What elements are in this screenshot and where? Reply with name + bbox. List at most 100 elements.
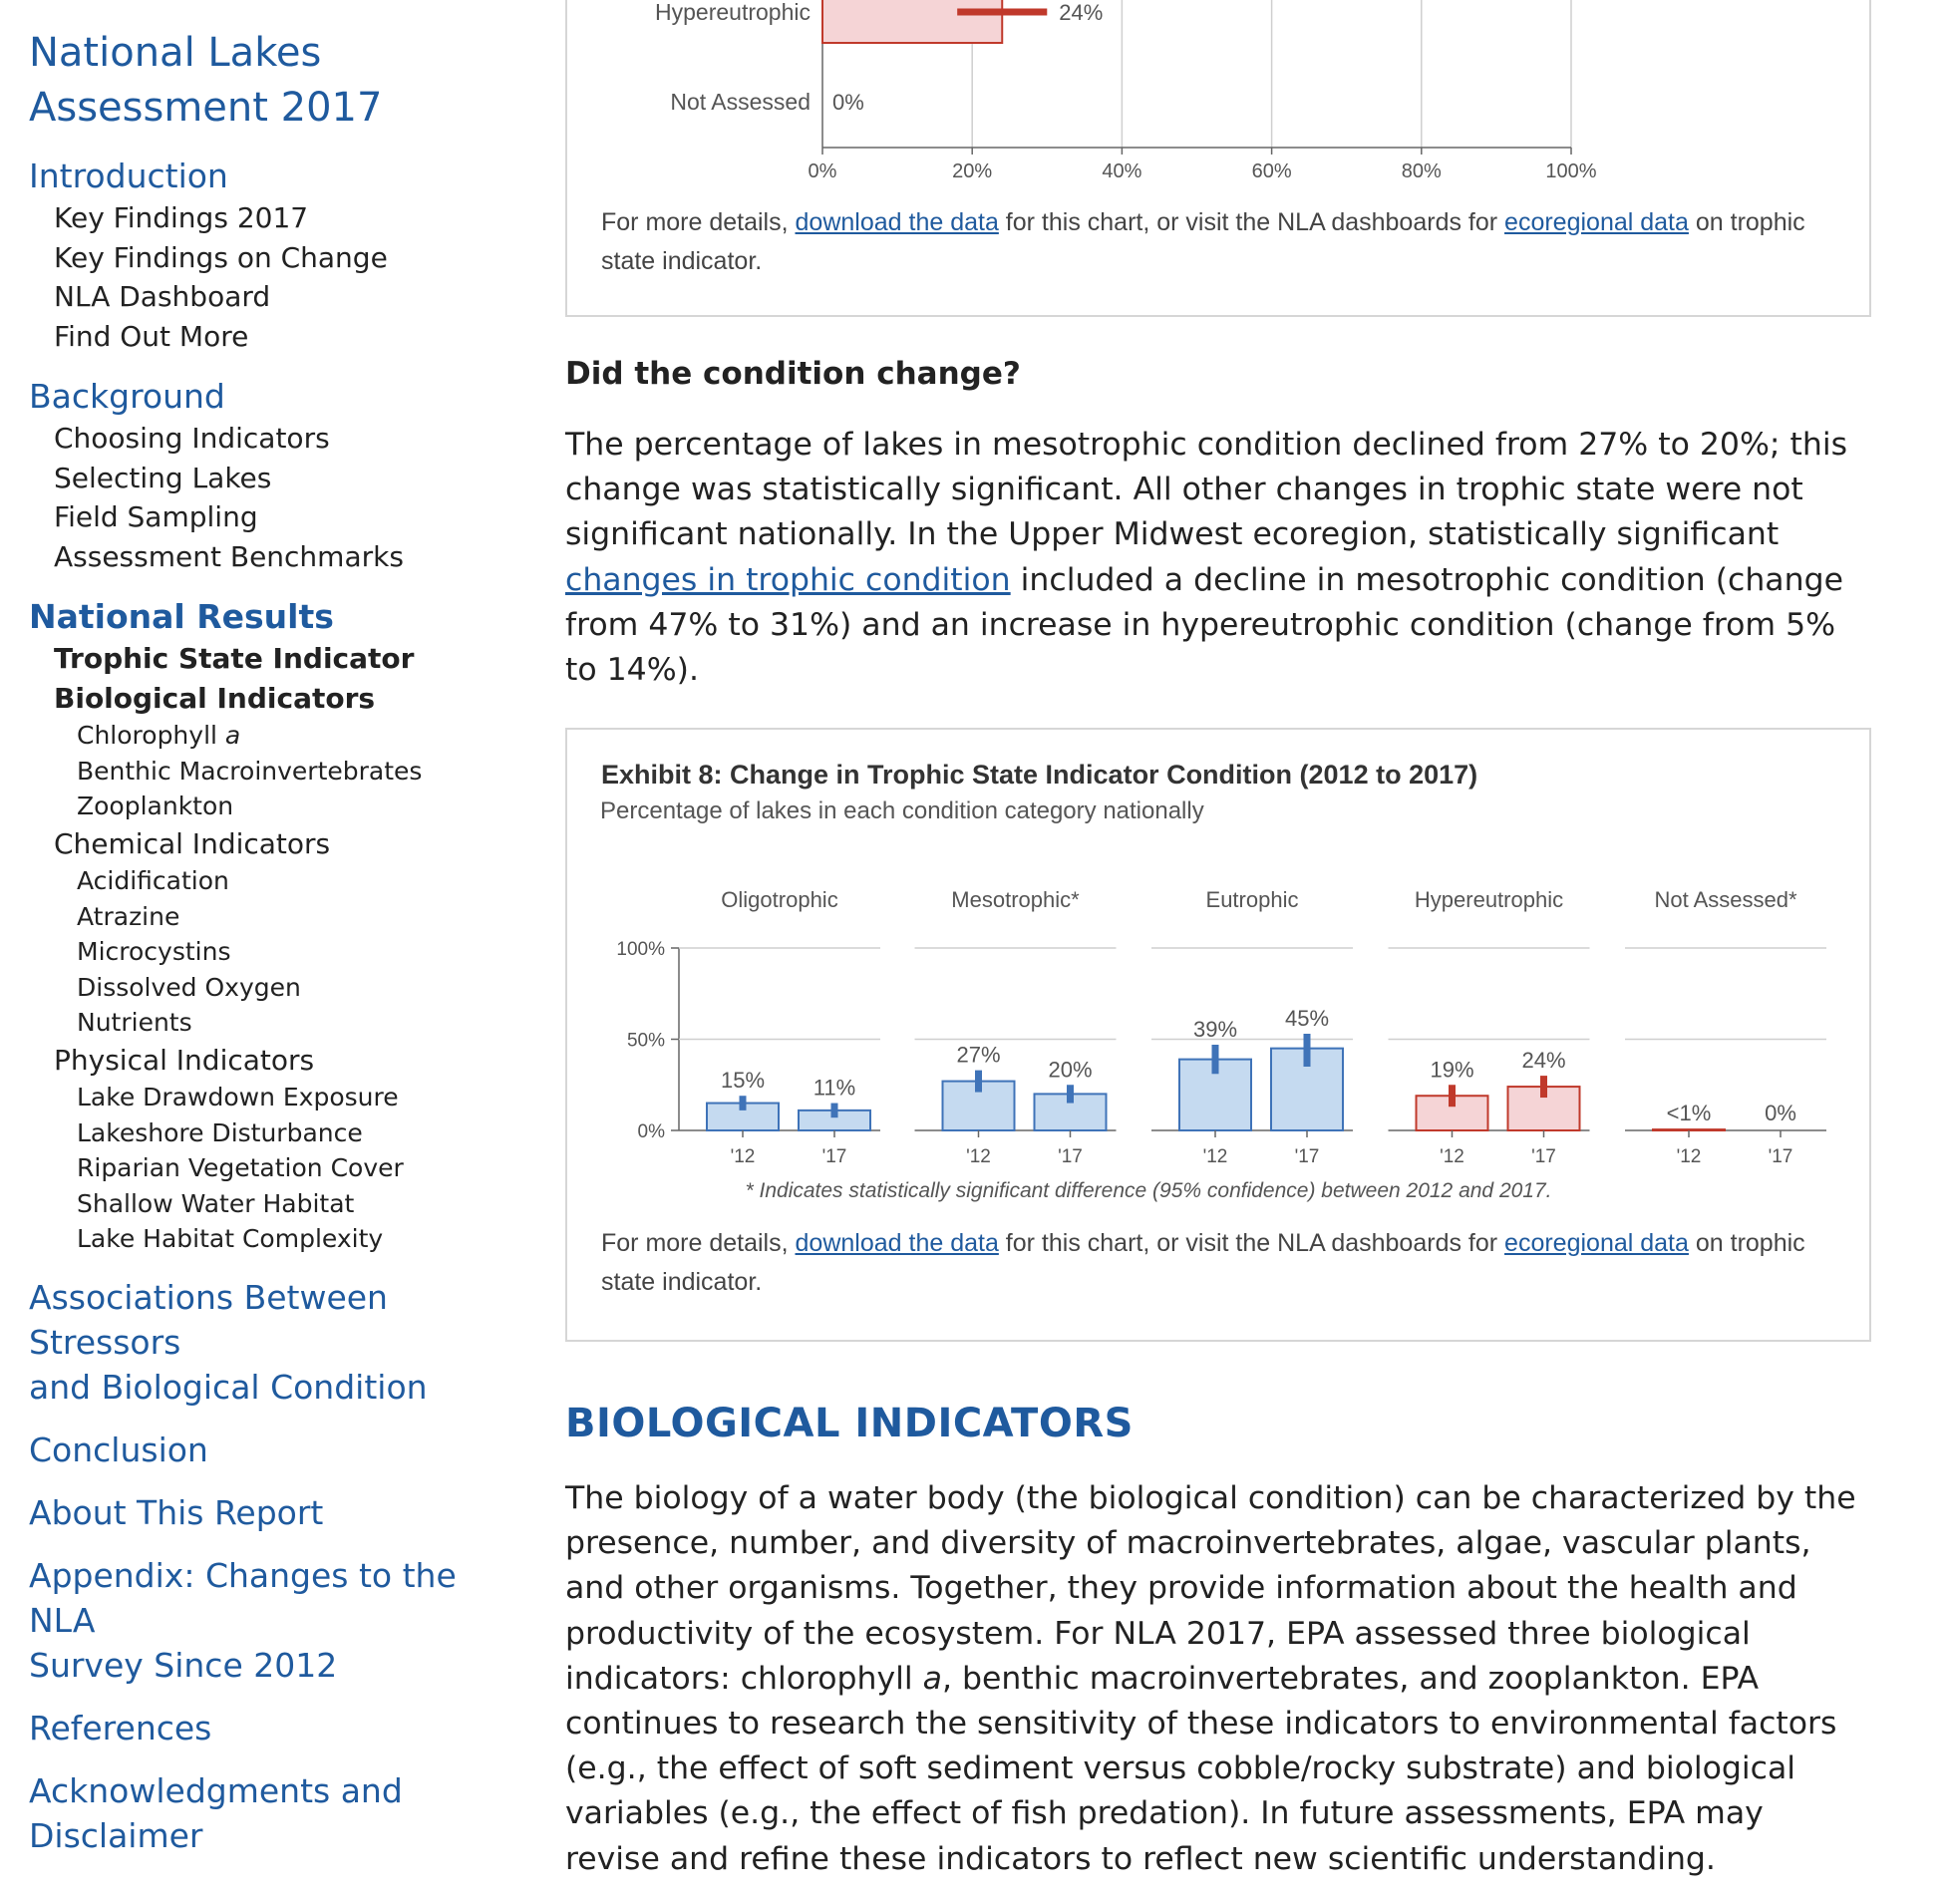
bio-para-italic-a: a xyxy=(922,1660,942,1697)
x-tick-label: '17 xyxy=(822,1146,847,1167)
biological-paragraph: The biology of a water body (the biologi… xyxy=(565,1476,1861,1882)
nav-nutrients[interactable]: Nutrients xyxy=(77,1008,192,1037)
category-label: Not Assessed xyxy=(670,89,811,115)
report-title-line2[interactable]: Assessment 2017 xyxy=(29,85,383,131)
nav-lake-habitat-complexity[interactable]: Lake Habitat Complexity xyxy=(77,1224,384,1253)
value-label: 45% xyxy=(1285,1006,1329,1031)
nav-assessment-benchmarks[interactable]: Assessment Benchmarks xyxy=(54,539,404,573)
nav-about-report[interactable]: About This Report xyxy=(29,1492,324,1532)
x-tick-label: 60% xyxy=(1252,160,1292,182)
nav-associations-line1: Associations Between Stressors xyxy=(29,1277,388,1362)
value-label: 24% xyxy=(1521,1048,1565,1073)
nav-zooplankton[interactable]: Zooplankton xyxy=(77,792,234,820)
nav-background-items: Choosing Indicators Selecting Lakes Fiel… xyxy=(29,419,527,576)
x-tick-label: '17 xyxy=(1531,1146,1556,1167)
nav-key-findings-change[interactable]: Key Findings on Change xyxy=(54,240,388,274)
exhibit8-note: For more details, download the data for … xyxy=(601,1224,1847,1302)
value-label: 27% xyxy=(956,1043,1000,1068)
value-label: 24% xyxy=(1059,0,1103,25)
x-tick-label: '12 xyxy=(1677,1146,1702,1167)
ex8-download-data-link[interactable]: download the data xyxy=(795,1229,999,1257)
nav-nla-dashboard[interactable]: NLA Dashboard xyxy=(54,280,271,313)
exhibit8-title: Exhibit 8: Change in Trophic State Indic… xyxy=(601,760,1478,790)
nav-appendix-line1: Appendix: Changes to the NLA xyxy=(29,1555,457,1640)
bar xyxy=(1652,1128,1726,1131)
trophic-state-chart-panel: 0% 20% 40% 60% 80% 100% Hypereutrophic 24% Not A… xyxy=(565,0,1871,317)
bio-para-part1: The biology of a water body (the biologi… xyxy=(565,1480,1856,1697)
exhibit8-footnote: * Indicates statistically significant di… xyxy=(745,1179,1552,1202)
nav-atrazine[interactable]: Atrazine xyxy=(77,901,180,931)
nav-lakeshore-disturbance[interactable]: Lakeshore Disturbance xyxy=(77,1117,363,1147)
nav-references[interactable]: References xyxy=(29,1708,212,1747)
nav-physical-indicators[interactable]: Physical Indicators xyxy=(54,1043,315,1077)
nav-riparian-vegetation[interactable]: Riparian Vegetation Cover xyxy=(77,1153,404,1182)
top-ecoregional-data-link[interactable]: ecoregional data xyxy=(1504,208,1689,236)
x-tick-label: '12 xyxy=(966,1146,991,1167)
nav-acknowledgments[interactable]: Acknowledgments and Disclaimer xyxy=(29,1768,527,1858)
exhibit8-chart: 0% 50% 100% Oligotrophic 15% '12 11% '17 Mesotro… xyxy=(616,887,1826,1167)
x-tick-label: 100% xyxy=(1545,160,1596,182)
report-title-line1[interactable]: National Lakes xyxy=(29,30,322,76)
nav-selecting-lakes[interactable]: Selecting Lakes xyxy=(54,461,272,494)
nav-biological-indicators[interactable]: Biological Indicators xyxy=(54,681,376,715)
ex8-ecoregional-data-link[interactable]: ecoregional data xyxy=(1504,1229,1689,1257)
x-tick-label: 40% xyxy=(1102,160,1141,182)
nav-ack-line2: Disclaimer xyxy=(29,1815,203,1855)
nav-benthic-macroinvertebrates[interactable]: Benthic Macroinvertebrates xyxy=(77,756,423,786)
nav-field-sampling[interactable]: Field Sampling xyxy=(54,500,258,533)
nav-chlorophyll-a[interactable]: Chlorophyll a xyxy=(29,718,527,754)
nav-introduction[interactable]: Introduction xyxy=(29,157,228,195)
nav-appendix-line2: Survey Since 2012 xyxy=(29,1645,338,1685)
change-paragraph: The percentage of lakes in mesotrophic c… xyxy=(565,423,1861,693)
nav-chlorophyll-italic-a: a xyxy=(224,721,241,750)
bar xyxy=(821,0,1004,44)
nav-chemical-indicators[interactable]: Chemical Indicators xyxy=(54,826,331,860)
exhibit8-subtitle: Percentage of lakes in each condition ca… xyxy=(600,797,1204,824)
panel-title: Not Assessed* xyxy=(1654,887,1797,912)
x-tick-label: '17 xyxy=(1058,1146,1083,1167)
x-tick-label: '12 xyxy=(1203,1146,1228,1167)
x-tick-label: '12 xyxy=(731,1146,756,1167)
biological-indicators-heading: BIOLOGICAL INDICATORS xyxy=(565,1401,1134,1446)
top-note-middle: for this chart, or visit the NLA dashboa… xyxy=(998,208,1505,236)
value-label: 20% xyxy=(1048,1057,1092,1082)
top-note-prefix: For more details, xyxy=(601,208,796,236)
nav-find-out-more[interactable]: Find Out More xyxy=(54,319,249,353)
nav-trophic-state-indicator[interactable]: Trophic State Indicator xyxy=(54,642,415,675)
x-tick-label: 80% xyxy=(1402,160,1442,182)
nav-background[interactable]: Background xyxy=(29,377,225,416)
nav-conclusion[interactable]: Conclusion xyxy=(29,1429,208,1469)
change-heading: Did the condition change? xyxy=(565,356,1021,392)
panel-title: Eutrophic xyxy=(1206,887,1299,912)
sidebar-nav: National Lakes Assessment 2017 Introduct… xyxy=(29,26,527,1858)
nav-introduction-items: Key Findings 2017 Key Findings on Change… xyxy=(29,198,527,356)
nav-microcystins[interactable]: Microcystins xyxy=(77,937,231,966)
x-tick-label: 20% xyxy=(952,160,992,182)
top-chart-note: For more details, download the data for … xyxy=(601,203,1847,281)
panel-title: Mesotrophic* xyxy=(951,887,1080,912)
nav-acidification[interactable]: Acidification xyxy=(77,866,229,895)
value-label: <1% xyxy=(1667,1101,1712,1125)
ex8-note-suffix: on trophic state indicator. xyxy=(601,1229,1805,1296)
bio-para-part2: , benthic macroinvertebrates, and zoopla… xyxy=(565,1660,1837,1877)
nav-dissolved-oxygen[interactable]: Dissolved Oxygen xyxy=(77,972,301,1002)
top-note-suffix: on trophic state indicator. xyxy=(601,208,1805,275)
value-label: 39% xyxy=(1193,1017,1237,1042)
changes-trophic-link[interactable]: changes in trophic condition xyxy=(565,561,1011,598)
change-para-part2: included a decline in mesotrophic condit… xyxy=(565,561,1843,689)
nav-lake-drawdown[interactable]: Lake Drawdown Exposure xyxy=(77,1083,399,1111)
nav-shallow-water-habitat[interactable]: Shallow Water Habitat xyxy=(77,1188,355,1218)
report-title[interactable]: National Lakes Assessment 2017 xyxy=(29,26,527,136)
panel-title: Oligotrophic xyxy=(721,887,837,912)
value-label: 15% xyxy=(721,1068,765,1093)
nav-associations[interactable]: Associations Between Stressors and Biolo… xyxy=(29,1275,527,1410)
nav-ack-line1: Acknowledgments and xyxy=(29,1770,403,1810)
value-label: 0% xyxy=(1765,1101,1796,1125)
nav-national-results[interactable]: National Results xyxy=(29,597,334,636)
nav-appendix[interactable]: Appendix: Changes to the NLA Survey Sinc… xyxy=(29,1553,527,1688)
nav-key-findings-2017[interactable]: Key Findings 2017 xyxy=(54,201,309,234)
y-tick-label: 0% xyxy=(638,1121,666,1142)
x-tick-label: 0% xyxy=(809,160,837,182)
nav-choosing-indicators[interactable]: Choosing Indicators xyxy=(54,422,330,455)
top-download-data-link[interactable]: download the data xyxy=(795,208,999,236)
